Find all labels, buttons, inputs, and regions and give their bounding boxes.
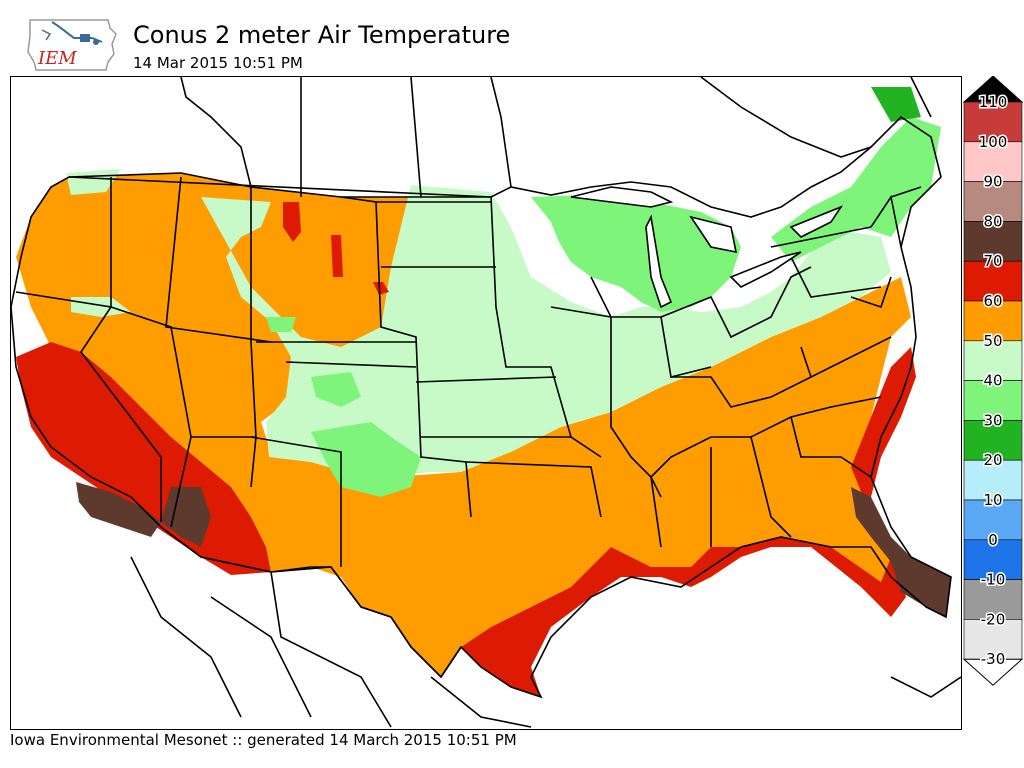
colorbar-band: [963, 221, 1023, 262]
iem-logo: IEM: [22, 12, 122, 74]
colorbar-band: [963, 340, 1023, 381]
colorbar-tick-label: 20: [983, 451, 1002, 469]
colorbar-band: [963, 101, 1023, 143]
colorbar-tick-label: 30: [983, 411, 1002, 429]
colorbar-bottom-arrow: [962, 658, 1024, 686]
colorbar-tick-label: 110: [979, 93, 1008, 111]
colorbar-tick-label: 100: [979, 133, 1008, 151]
colorbar-band: [963, 380, 1023, 421]
colorbar-tick-label: 70: [983, 252, 1002, 270]
state-boundaries: [11, 77, 961, 728]
conus-map-canvas: [11, 77, 961, 728]
temperature-contours: [16, 87, 951, 697]
colorbar-band: [963, 539, 1023, 580]
colorbar-tick-label: -20: [981, 610, 1006, 628]
colorbar-band: [963, 459, 1023, 501]
colorbar-tick-label: 0: [988, 531, 998, 549]
colorbar-band: [963, 579, 1023, 620]
temperature-colorbar: 110 100 90 80 70 60 50 40 30 20 10 0 -10 -20 -30: [962, 75, 1024, 692]
colorbar-band: [963, 181, 1023, 222]
iowa-state-logo-icon: IEM: [27, 19, 117, 71]
temperature-map: [10, 76, 962, 730]
colorbar-band: [963, 420, 1023, 461]
colorbar-tick-label: -30: [981, 650, 1006, 668]
footer-credit: Iowa Environmental Mesonet :: generated …: [10, 731, 517, 749]
colorbar-tick-label: 40: [983, 372, 1002, 390]
page-subtitle: 14 Mar 2015 10:51 PM: [133, 54, 303, 72]
colorbar-tick-label: 10: [983, 491, 1002, 509]
colorbar-tick-label: 60: [983, 292, 1002, 310]
page-title: Conus 2 meter Air Temperature: [133, 21, 511, 49]
logo-text: IEM: [37, 48, 77, 69]
colorbar-band: [963, 619, 1023, 660]
colorbar-tick-label: -10: [981, 571, 1006, 589]
colorbar-tick-label: 50: [983, 332, 1002, 350]
colorbar-band: [963, 260, 1023, 302]
colorbar-band: [963, 141, 1023, 182]
colorbar-tick-label: 90: [983, 173, 1002, 191]
colorbar-tick-label: 80: [983, 212, 1002, 230]
colorbar-band: [963, 499, 1023, 541]
